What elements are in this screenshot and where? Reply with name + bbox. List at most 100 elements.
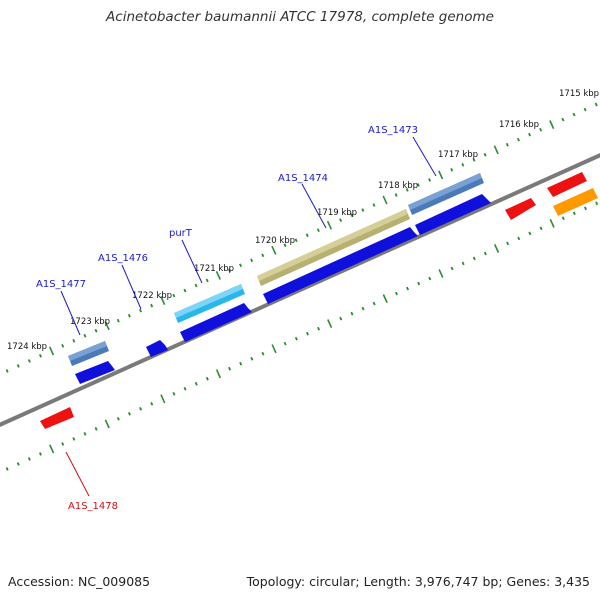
gene-label-a1s-1476[interactable]: A1S_1476 (98, 253, 148, 264)
ruler-minor-tick (150, 303, 154, 308)
cds-arrow-5[interactable] (75, 361, 115, 384)
ruler-major-tick (549, 120, 555, 130)
ruler-minor-tick (5, 467, 9, 471)
ruler-minor-tick (16, 462, 20, 466)
gene-a1s-1474-bar[interactable] (257, 209, 410, 286)
ruler-minor-tick (183, 386, 187, 391)
ruler-minor-tick (506, 241, 510, 246)
ruler-minor-tick (428, 178, 432, 182)
ruler-minor-tick (150, 402, 154, 406)
cds-arrow-orange[interactable] (553, 188, 598, 216)
ruler-minor-tick (539, 127, 543, 132)
ruler-minor-tick (561, 216, 565, 221)
gene-a1s-1478-arrow[interactable] (40, 407, 74, 429)
ruler-minor-tick (472, 157, 476, 162)
ruler-minor-tick (350, 213, 354, 217)
kbp-label-1718: 1718 kbp (378, 181, 418, 191)
ruler-minor-tick (361, 306, 365, 311)
ruler-minor-tick (116, 318, 120, 323)
ruler-minor-tick (305, 331, 309, 336)
ruler-minor-tick (317, 326, 321, 331)
ruler-minor-tick (283, 341, 287, 346)
cds-arrow-2[interactable] (263, 227, 418, 304)
gene-a1s-1477-bar[interactable] (68, 341, 109, 366)
cds-arrow-4[interactable] (146, 340, 168, 357)
ruler-minor-tick (350, 311, 354, 316)
ruler-minor-tick (239, 263, 243, 268)
ruler-minor-tick (316, 228, 320, 233)
ruler-major-tick (160, 394, 166, 404)
ruler-major-tick (271, 245, 277, 255)
ruler-minor-tick (72, 437, 76, 441)
ruler-major-tick (382, 195, 388, 205)
ruler-minor-tick (339, 218, 343, 222)
kbp-label-1715: 1715 kbp (559, 89, 599, 99)
ruler-minor-tick (516, 137, 520, 142)
ruler-minor-tick (416, 183, 420, 187)
ruler-major-tick (271, 344, 277, 354)
ruler-major-tick (104, 321, 110, 331)
ruler-minor-tick (539, 226, 543, 231)
ruler-minor-tick (561, 117, 565, 122)
ruler-minor-tick (294, 238, 298, 243)
ruler-minor-tick (450, 266, 454, 271)
kbp-label-1720: 1720 kbp (255, 236, 295, 246)
cds-arrow-3[interactable] (180, 303, 252, 342)
ruler-minor-tick (528, 231, 532, 236)
accession-text: Accession: NC_009085 (8, 574, 151, 589)
genome-summary-text: Topology: circular; Length: 3,976,747 bp… (246, 574, 590, 589)
cds-arrow-1[interactable] (415, 194, 491, 235)
ruler-minor-tick (139, 407, 143, 411)
ruler-minor-tick (228, 366, 232, 371)
kbp-label-1719: 1719 kbp (317, 208, 357, 218)
ruler-minor-tick (183, 288, 187, 293)
ruler-minor-tick (372, 301, 376, 306)
ruler-minor-tick (594, 102, 598, 107)
ruler-minor-tick (5, 369, 9, 373)
ruler-minor-tick (461, 163, 465, 167)
leader-line-a1s-1478 (65, 451, 90, 497)
leader-line-purt (181, 239, 203, 284)
ruler-minor-tick (172, 391, 176, 396)
ruler-minor-tick (27, 359, 31, 363)
ruler-minor-tick (405, 188, 409, 192)
ruler-major-tick (48, 346, 55, 356)
ruler-minor-tick (194, 381, 198, 386)
ruler-minor-tick (116, 417, 120, 421)
ruler-minor-tick (517, 236, 521, 241)
kbp-label-1716: 1716 kbp (499, 120, 539, 130)
ruler-minor-tick (294, 336, 298, 341)
ruler-minor-tick (227, 268, 231, 273)
ruler-minor-tick (406, 286, 410, 291)
ruler-minor-tick (572, 112, 576, 117)
ruler-minor-tick (505, 142, 509, 147)
ruler-major-tick (104, 419, 110, 429)
gene-label-a1s-1473[interactable]: A1S_1473 (368, 125, 418, 136)
ruler-minor-tick (172, 293, 176, 298)
ruler-minor-tick (261, 253, 265, 258)
ruler-upper-track (5, 102, 598, 373)
ruler-minor-tick (27, 457, 31, 461)
cds-arrow-red-2[interactable] (547, 172, 587, 197)
gene-a1s-1473-bar[interactable] (408, 173, 484, 215)
ruler-minor-tick (450, 168, 454, 172)
ruler-minor-tick (483, 152, 487, 157)
ruler-minor-tick (339, 316, 343, 321)
gene-label-a1s-1478[interactable]: A1S_1478 (68, 501, 118, 512)
gene-label-a1s-1477[interactable]: A1S_1477 (36, 279, 86, 290)
gene-label-a1s-1474[interactable]: A1S_1474 (278, 173, 328, 184)
ruler-minor-tick (94, 427, 98, 431)
cds-arrow-red-1[interactable] (505, 198, 536, 220)
ruler-minor-tick (205, 376, 209, 381)
ruler-major-tick (49, 444, 55, 454)
gene-purt-bar[interactable] (174, 284, 245, 323)
ruler-lower-track (5, 201, 599, 471)
gene-label-purt[interactable]: purT (169, 228, 193, 239)
kbp-label-1723: 1723 kbp (70, 317, 110, 327)
ruler-minor-tick (239, 361, 243, 366)
ruler-minor-tick (94, 328, 98, 333)
ruler-minor-tick (595, 201, 599, 206)
ruler-minor-tick (572, 211, 576, 216)
ruler-minor-tick (83, 333, 87, 338)
